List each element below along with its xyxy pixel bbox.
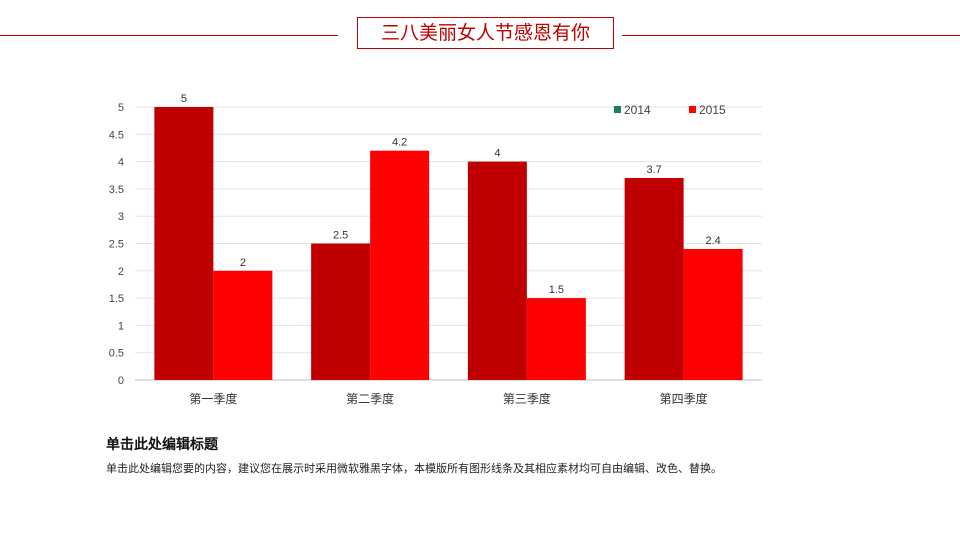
bar-2014 bbox=[154, 107, 214, 380]
y-tick-label: 4 bbox=[118, 157, 124, 169]
bar-2014 bbox=[311, 243, 371, 380]
bar-2015 bbox=[213, 270, 273, 380]
data-label: 5 bbox=[181, 93, 187, 105]
data-label: 2.4 bbox=[705, 235, 720, 247]
x-tick-label: 第一季度 bbox=[189, 391, 237, 406]
legend-swatch bbox=[689, 106, 696, 113]
section-heading[interactable]: 单击此处编辑标题 bbox=[106, 437, 218, 453]
page-title: 三八美丽女人节感恩有你 bbox=[357, 17, 614, 49]
y-tick-label: 2 bbox=[118, 266, 124, 278]
bar-2014 bbox=[624, 177, 684, 380]
x-tick-label: 第四季度 bbox=[660, 391, 708, 406]
y-tick-label: 4.5 bbox=[109, 129, 124, 141]
y-tick-label: 2.5 bbox=[109, 239, 124, 251]
legend-label: 2015 bbox=[699, 103, 726, 117]
bar-2015 bbox=[683, 248, 743, 380]
data-label: 2 bbox=[240, 257, 246, 269]
legend-label: 2014 bbox=[624, 103, 651, 117]
header-line-right bbox=[622, 35, 960, 36]
data-label: 2.5 bbox=[333, 230, 348, 242]
bar-2015 bbox=[526, 298, 586, 380]
y-tick-label: 3 bbox=[118, 211, 124, 223]
data-label: 4 bbox=[494, 148, 500, 160]
y-tick-label: 0.5 bbox=[109, 348, 124, 360]
y-tick-label: 5 bbox=[118, 102, 124, 114]
data-label: 4.2 bbox=[392, 137, 407, 149]
header-line-left bbox=[0, 35, 338, 36]
data-label: 1.5 bbox=[549, 284, 564, 296]
bar-chart: 0 0.5 1 1.5 2 2.5 3 3.5 4 4.5 5 5 2 第一季度 2.5 4.2 第二季度 4 1.… bbox=[109, 93, 762, 406]
y-tick-label: 3.5 bbox=[109, 184, 124, 196]
bar-2015 bbox=[370, 150, 430, 380]
y-tick-label: 0 bbox=[118, 375, 124, 387]
data-label: 3.7 bbox=[646, 164, 661, 176]
x-tick-label: 第二季度 bbox=[346, 391, 394, 406]
legend-swatch bbox=[614, 106, 621, 113]
y-tick-label: 1 bbox=[118, 320, 124, 332]
x-tick-label: 第三季度 bbox=[503, 391, 551, 406]
y-tick-label: 1.5 bbox=[109, 293, 124, 305]
section-body[interactable]: 单击此处编辑您要的内容，建议您在展示时采用微软雅黑字体，本模版所有图形线条及其相… bbox=[106, 462, 722, 475]
bar-2014 bbox=[467, 161, 527, 380]
